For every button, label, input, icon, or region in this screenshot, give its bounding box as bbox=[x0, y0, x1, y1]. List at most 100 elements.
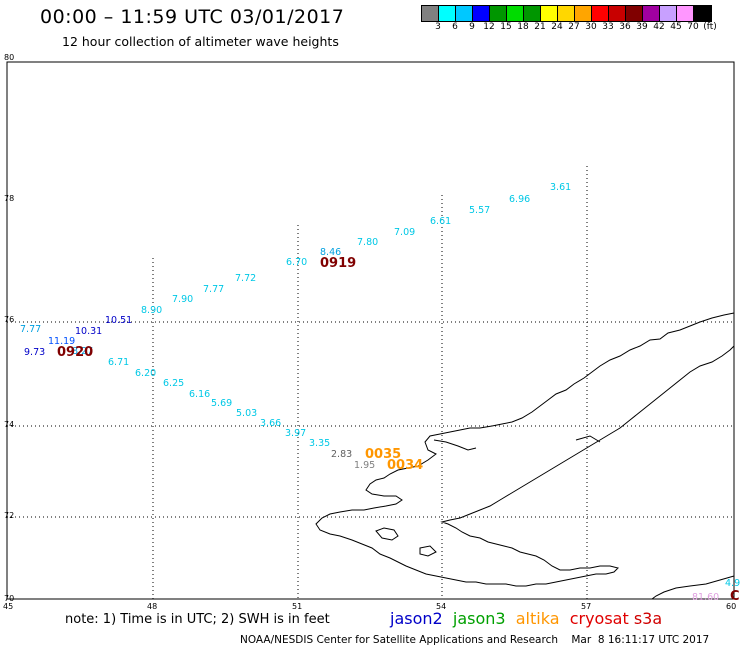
wave-value: 7.72 bbox=[235, 273, 256, 284]
wave-value: 10.31 bbox=[75, 326, 102, 337]
wave-value: 6.70 bbox=[286, 257, 307, 268]
satellite-name: cryosat bbox=[569, 609, 634, 628]
wave-value: 7.80 bbox=[357, 237, 378, 248]
pass-time-label: 0034 bbox=[387, 458, 423, 473]
color-swatch bbox=[473, 6, 490, 21]
wave-value: 5.03 bbox=[236, 408, 257, 419]
pass-time-label: C bbox=[730, 589, 740, 604]
novaya-zemlya-coast bbox=[315, 312, 735, 587]
wave-value: 3.97 bbox=[285, 428, 306, 439]
color-swatch bbox=[626, 6, 643, 21]
lon-label: 51 bbox=[292, 602, 302, 611]
color-scale-label: 30 bbox=[585, 22, 597, 32]
color-swatch bbox=[575, 6, 592, 21]
color-scale-label: 70 bbox=[687, 22, 699, 32]
wave-height-color-scale bbox=[421, 5, 712, 22]
wave-value: 8.27 bbox=[72, 346, 93, 357]
lat-label: 76 bbox=[4, 315, 14, 324]
wave-value: 10.51 bbox=[105, 315, 132, 326]
color-swatch bbox=[524, 6, 541, 21]
color-swatch bbox=[592, 6, 609, 21]
color-swatch bbox=[694, 6, 711, 21]
color-swatch bbox=[660, 6, 677, 21]
longitude-labels: 45 48 51 54 57 60 bbox=[3, 602, 736, 611]
map-frame bbox=[6, 61, 735, 600]
color-swatch bbox=[558, 6, 575, 21]
lon-label: 60 bbox=[726, 602, 736, 611]
color-swatch bbox=[422, 6, 439, 21]
lat-label: 74 bbox=[4, 420, 14, 429]
satellite-legend: jason2 jason3 altika cryosat s3a bbox=[390, 609, 662, 628]
wave-value: 6.96 bbox=[509, 194, 530, 205]
color-scale-label: 18 bbox=[517, 22, 529, 32]
units-note: note: 1) Time is in UTC; 2) SWH is in fe… bbox=[65, 612, 330, 627]
satellite-name: jason2 bbox=[390, 609, 453, 628]
lat-label: 78 bbox=[4, 194, 14, 203]
island-shape bbox=[419, 545, 437, 557]
lat-label: 72 bbox=[4, 511, 14, 520]
wave-value: 7.77 bbox=[203, 284, 224, 295]
color-swatch bbox=[609, 6, 626, 21]
color-scale-label: 39 bbox=[636, 22, 648, 32]
footer-credit: NOAA/NESDIS Center for Satellite Applica… bbox=[240, 634, 710, 646]
wave-value: 1.95 bbox=[354, 460, 375, 471]
color-scale-label: 36 bbox=[619, 22, 631, 32]
lon-label: 45 bbox=[3, 602, 13, 611]
color-swatch bbox=[439, 6, 456, 21]
wave-value: 3.61 bbox=[550, 182, 571, 193]
wave-value: 8.46 bbox=[320, 247, 341, 258]
wave-height-values: 3.61 6.96 5.57 6.61 7.09 7.80 8.46 6.70 … bbox=[20, 182, 740, 603]
wave-value: 3.35 bbox=[309, 438, 330, 449]
pass-time-labels: 0919 0920 0035 0034 C bbox=[57, 256, 740, 604]
coastline bbox=[315, 312, 735, 600]
color-scale-label: 12 bbox=[483, 22, 495, 32]
color-swatch bbox=[643, 6, 660, 21]
wave-value: 6.16 bbox=[189, 389, 210, 400]
color-swatch bbox=[456, 6, 473, 21]
color-scale-label: 21 bbox=[534, 22, 546, 32]
wave-value: 2.83 bbox=[331, 449, 352, 460]
wave-value: 6.25 bbox=[163, 378, 184, 389]
lat-label: 80 bbox=[4, 53, 14, 62]
satellite-name: jason3 bbox=[452, 609, 516, 628]
wave-value: 4.9 bbox=[725, 578, 740, 589]
color-scale-label: 6 bbox=[452, 22, 458, 32]
pass-time-label: 0920 bbox=[57, 345, 93, 360]
inner-coast bbox=[433, 439, 477, 451]
wave-value: 7.77 bbox=[20, 324, 41, 335]
island-shape bbox=[375, 527, 399, 541]
wave-value: 6.61 bbox=[430, 216, 451, 227]
color-scale-label: (ft) bbox=[703, 22, 717, 32]
satellite-name: s3a bbox=[633, 609, 663, 628]
satellite-name: altika bbox=[515, 609, 570, 628]
lon-label: 54 bbox=[436, 602, 446, 611]
color-swatch bbox=[507, 6, 524, 21]
page-subtitle: 12 hour collection of altimeter wave hei… bbox=[62, 34, 339, 49]
wave-value: 9.73 bbox=[24, 347, 45, 358]
color-scale-label: 24 bbox=[551, 22, 563, 32]
color-scale-label: 9 bbox=[469, 22, 475, 32]
pass-time-label: 0919 bbox=[320, 256, 356, 271]
wave-value: 81.60 bbox=[692, 592, 719, 603]
wave-value: 8.90 bbox=[141, 305, 162, 316]
color-swatch bbox=[490, 6, 507, 21]
color-swatch bbox=[677, 6, 694, 21]
wave-value: 5.69 bbox=[211, 398, 232, 409]
graticule bbox=[7, 166, 734, 599]
color-scale-label: 3 bbox=[435, 22, 441, 32]
color-scale-label: 15 bbox=[500, 22, 512, 32]
wave-value: 5.57 bbox=[469, 205, 490, 216]
wave-value: 7.09 bbox=[394, 227, 415, 238]
mainland-coast bbox=[651, 575, 735, 600]
inner-coast bbox=[575, 435, 601, 443]
color-scale-label: 27 bbox=[568, 22, 580, 32]
wave-value: 6.20 bbox=[135, 368, 156, 379]
latitude-labels: 80 78 76 74 72 70 bbox=[4, 53, 14, 603]
page-title: 00:00 – 11:59 UTC 03/01/2017 bbox=[40, 6, 345, 28]
lon-label: 48 bbox=[147, 602, 157, 611]
color-swatch bbox=[541, 6, 558, 21]
lat-label: 70 bbox=[4, 594, 14, 603]
wave-value: 11.19 bbox=[48, 336, 75, 347]
